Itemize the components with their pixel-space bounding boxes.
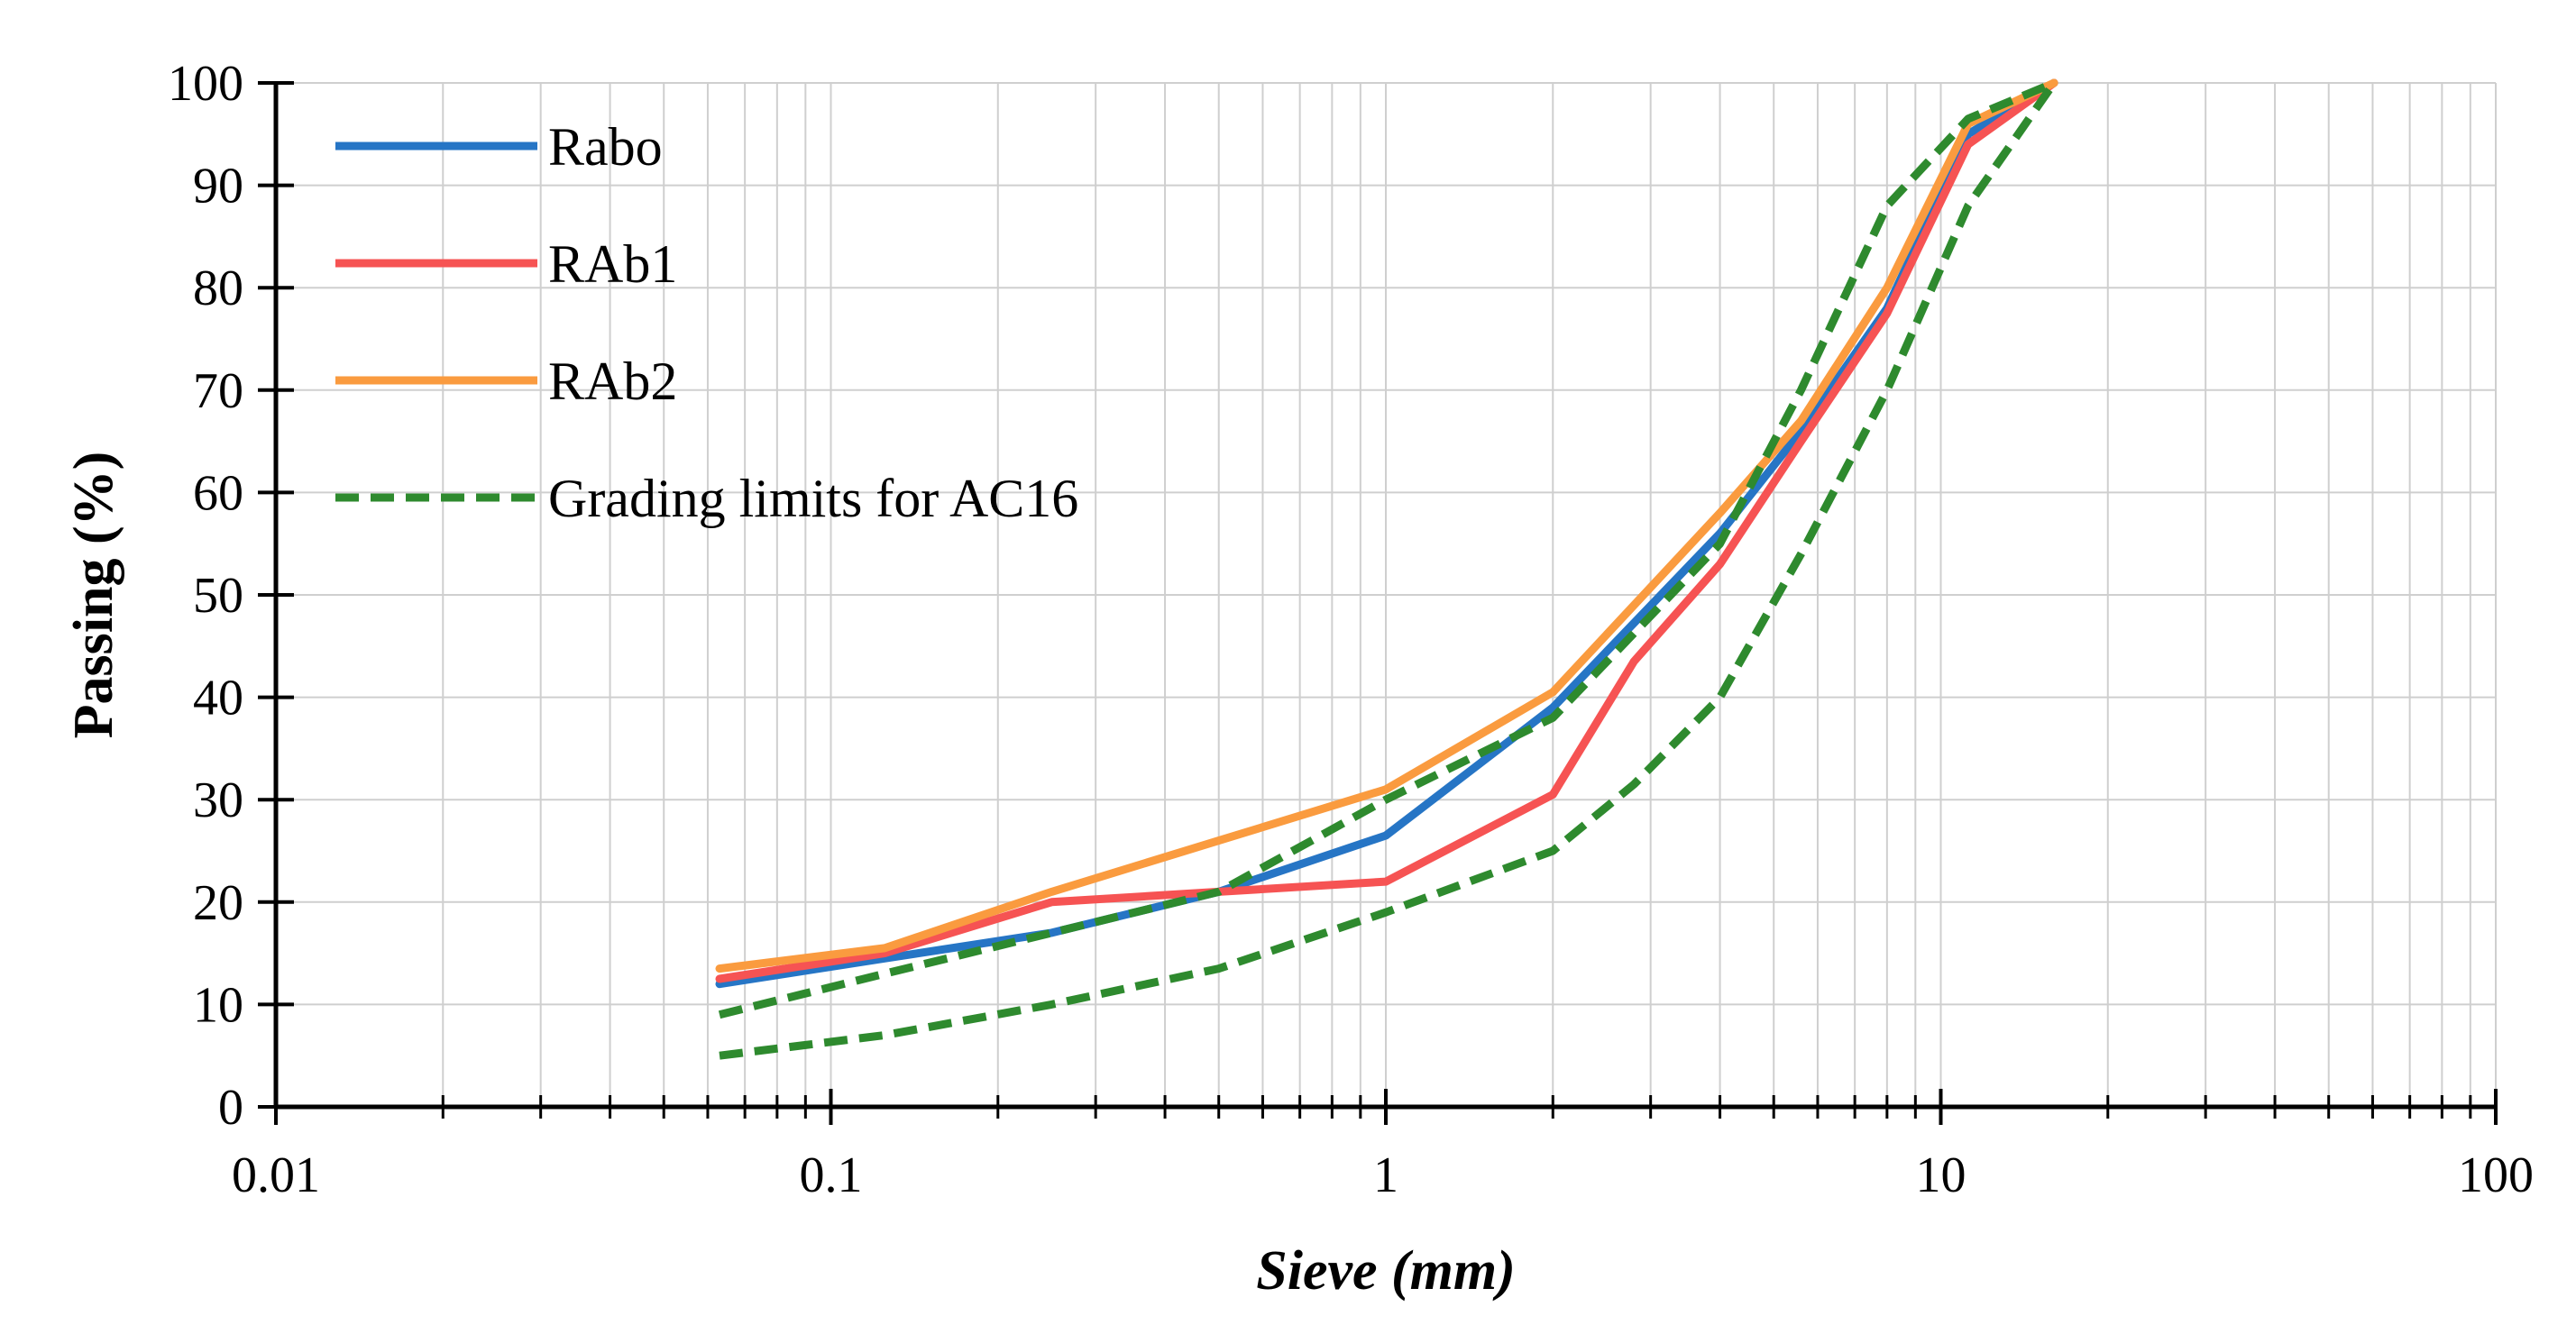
y-tick-label: 20 xyxy=(193,875,243,931)
legend-label: Grading limits for AC16 xyxy=(548,469,1078,528)
x-tick-label: 10 xyxy=(1916,1147,1966,1203)
y-tick-label: 60 xyxy=(193,465,243,521)
series-line xyxy=(715,78,2058,989)
series-line xyxy=(718,78,2056,1019)
tick-marks xyxy=(258,81,2498,1125)
series-lines xyxy=(715,78,2058,1060)
legend: Rabo RAb1 RAb2 Grading limits for AC16 xyxy=(335,117,1078,528)
y-tick-label: 100 xyxy=(168,56,243,112)
x-tick-label: 100 xyxy=(2458,1147,2534,1203)
x-tick-label: 1 xyxy=(1373,1147,1398,1203)
y-tick-label: 0 xyxy=(218,1080,243,1136)
y-tick-label: 10 xyxy=(193,977,243,1033)
grid xyxy=(276,82,2497,1107)
series-line xyxy=(715,78,2058,983)
legend-label: RAb1 xyxy=(548,234,677,294)
y-tick-label: 80 xyxy=(193,260,243,316)
y-tick-labels: 0 10 20 30 40 50 60 70 80 90 100 xyxy=(168,56,243,1136)
y-tick-label: 40 xyxy=(193,671,243,726)
y-tick-label: 90 xyxy=(193,159,243,215)
y-tick-label: 30 xyxy=(193,772,243,828)
series-line xyxy=(719,80,2058,1060)
y-tick-label: 70 xyxy=(193,363,243,419)
x-axis-title: Sieve (mm) xyxy=(1256,1240,1516,1302)
series-line xyxy=(715,78,2058,973)
y-tick-label: 50 xyxy=(193,568,243,624)
x-tick-label: 0.1 xyxy=(800,1147,863,1203)
y-axis-title: Passing (%) xyxy=(63,452,124,739)
x-tick-labels: 0.01 0.1 1 10 100 xyxy=(232,1147,2534,1203)
legend-label: RAb2 xyxy=(548,352,677,411)
legend-label: Rabo xyxy=(548,117,663,177)
x-tick-label: 0.01 xyxy=(232,1147,320,1203)
